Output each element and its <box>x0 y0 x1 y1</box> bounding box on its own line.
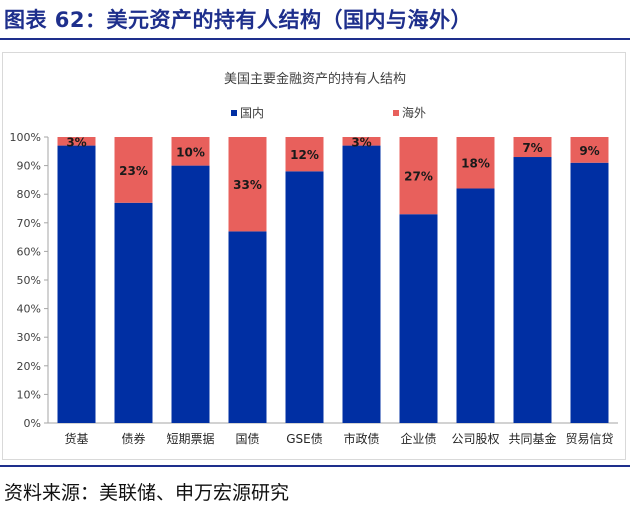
bar-foreign-2 <box>171 137 210 166</box>
data-label-foreign-2: 10% <box>176 145 205 159</box>
legend-swatch-domestic <box>231 110 237 116</box>
x-tick-label: 企业债 <box>400 431 436 446</box>
bar-foreign-7 <box>456 137 495 189</box>
source-divider <box>0 465 630 467</box>
x-tick-label: GSE债 <box>286 432 323 446</box>
data-label-foreign-8: 7% <box>522 141 542 155</box>
bar-domestic-7 <box>456 188 495 423</box>
x-tick-label: 国债 <box>235 432 259 446</box>
y-tick-label: 60% <box>17 245 41 258</box>
bar-foreign-6 <box>399 137 438 215</box>
bar-domestic-8 <box>513 157 552 423</box>
y-tick-label: 70% <box>17 217 41 230</box>
bar-foreign-4 <box>285 137 324 172</box>
bar-foreign-0 <box>57 137 96 146</box>
data-label-foreign-3: 33% <box>233 178 262 192</box>
bar-domestic-9 <box>570 162 609 423</box>
bar-domestic-4 <box>285 171 324 423</box>
bar-domestic-1 <box>114 202 153 423</box>
bar-foreign-8 <box>513 137 552 158</box>
data-label-foreign-9: 9% <box>579 144 599 158</box>
chart-title: 美国主要金融资产的持有人结构 <box>224 71 406 87</box>
data-label-foreign-7: 18% <box>461 157 490 171</box>
y-tick-label: 50% <box>17 274 41 287</box>
bar-domestic-3 <box>228 231 267 423</box>
data-label-foreign-1: 23% <box>119 164 148 178</box>
bar-foreign-9 <box>570 137 609 163</box>
bar-domestic-2 <box>171 165 210 423</box>
figure-title: 图表 62：美元资产的持有人结构（国内与海外） <box>4 8 473 32</box>
x-tick-label: 市政债 <box>343 431 379 446</box>
title-divider <box>0 38 630 40</box>
x-tick-label: 共同基金 <box>508 431 556 446</box>
x-tick-label: 短期票据 <box>166 432 214 446</box>
bar-domestic-0 <box>57 145 96 423</box>
data-label-foreign-0: 3% <box>66 135 86 149</box>
legend-label-domestic: 国内 <box>240 106 264 120</box>
x-tick-label: 贸易信贷 <box>565 432 613 446</box>
y-tick-label: 80% <box>17 188 41 201</box>
y-tick-label: 30% <box>17 331 41 344</box>
data-label-foreign-6: 27% <box>404 170 433 184</box>
source-note: 资料来源：美联储、申万宏源研究 <box>4 482 290 504</box>
y-tick-label: 100% <box>10 131 41 144</box>
bar-domestic-6 <box>399 214 438 423</box>
y-tick-label: 10% <box>17 388 41 401</box>
bar-foreign-1 <box>114 137 153 203</box>
y-tick-label: 0% <box>24 417 41 430</box>
bar-foreign-3 <box>228 137 267 232</box>
data-label-foreign-5: 3% <box>351 135 371 149</box>
x-tick-label: 货基 <box>64 431 88 446</box>
y-tick-label: 40% <box>17 303 41 316</box>
y-tick-label: 90% <box>17 160 41 173</box>
bar-domestic-5 <box>342 145 381 423</box>
x-tick-label: 债券 <box>121 431 145 446</box>
x-tick-label: 公司股权 <box>451 432 499 446</box>
legend-label-foreign: 海外 <box>402 105 426 120</box>
legend-swatch-foreign <box>393 110 399 116</box>
bar-foreign-5 <box>342 137 381 146</box>
chart-frame: 美国主要金融资产的持有人结构国内 海外 0% 10% 20% 30% 40% 50% 60% 70… <box>2 52 626 460</box>
data-label-foreign-4: 12% <box>290 148 319 162</box>
y-tick-label: 20% <box>17 360 41 373</box>
